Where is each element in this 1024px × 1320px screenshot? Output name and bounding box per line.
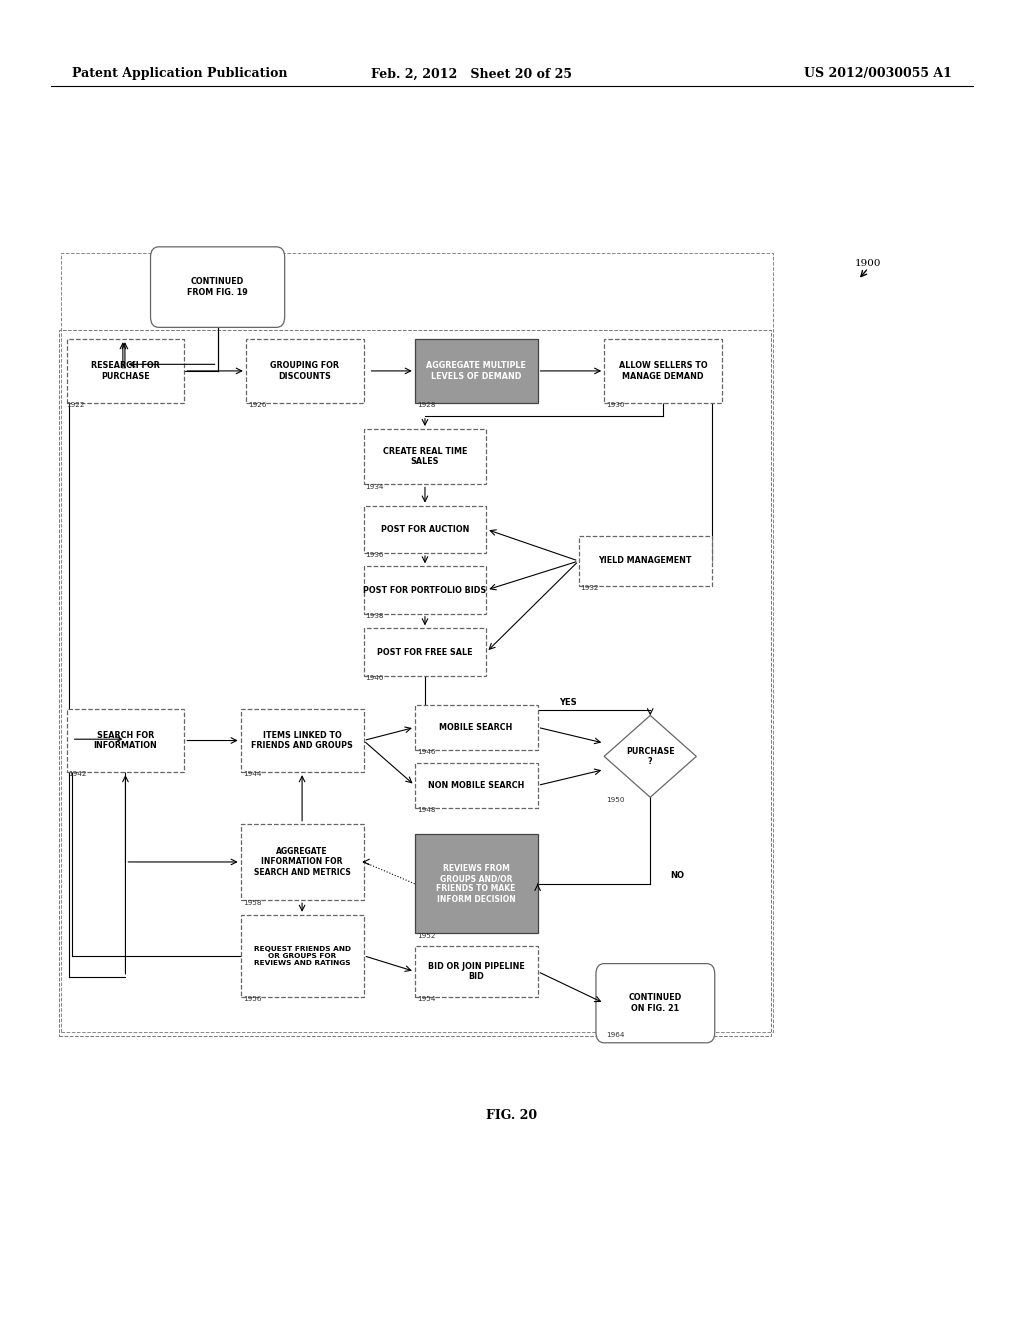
Bar <box>59 330 771 1036</box>
Text: 1946: 1946 <box>417 748 435 755</box>
Text: AGGREGATE MULTIPLE
LEVELS OF DEMAND: AGGREGATE MULTIPLE LEVELS OF DEMAND <box>426 362 526 380</box>
Text: 1950: 1950 <box>606 796 625 803</box>
FancyBboxPatch shape <box>151 247 285 327</box>
Text: BID OR JOIN PIPELINE
BID: BID OR JOIN PIPELINE BID <box>428 962 524 981</box>
FancyBboxPatch shape <box>596 964 715 1043</box>
Text: 1922: 1922 <box>67 401 85 408</box>
Bar <box>67 339 184 403</box>
Text: 1954: 1954 <box>417 995 435 1002</box>
Text: FIG. 20: FIG. 20 <box>486 1109 538 1122</box>
Text: CONTINUED
FROM FIG. 19: CONTINUED FROM FIG. 19 <box>187 277 248 297</box>
Text: POST FOR FREE SALE: POST FOR FREE SALE <box>377 648 473 656</box>
Text: 1952: 1952 <box>417 932 435 939</box>
Text: 1942: 1942 <box>69 771 87 777</box>
Text: POST FOR AUCTION: POST FOR AUCTION <box>381 525 469 533</box>
Text: AGGREGATE
INFORMATION FOR
SEARCH AND METRICS: AGGREGATE INFORMATION FOR SEARCH AND MET… <box>254 847 350 876</box>
Text: Patent Application Publication: Patent Application Publication <box>72 67 287 81</box>
Bar <box>61 253 773 1032</box>
Text: 1928: 1928 <box>417 401 435 408</box>
Bar <box>246 339 364 403</box>
Text: RESEARCH FOR
PURCHASE: RESEARCH FOR PURCHASE <box>91 362 160 380</box>
Bar <box>604 339 722 403</box>
Bar <box>415 834 538 933</box>
Bar <box>579 536 712 586</box>
Bar <box>415 705 538 750</box>
Text: NON MOBILE SEARCH: NON MOBILE SEARCH <box>428 781 524 789</box>
Text: ITEMS LINKED TO
FRIENDS AND GROUPS: ITEMS LINKED TO FRIENDS AND GROUPS <box>251 731 353 750</box>
Bar <box>241 824 364 900</box>
Bar <box>364 628 486 676</box>
Text: PURCHASE
?: PURCHASE ? <box>626 747 675 766</box>
Text: US 2012/0030055 A1: US 2012/0030055 A1 <box>805 67 952 81</box>
Bar <box>241 709 364 772</box>
Polygon shape <box>604 715 696 797</box>
Text: NO: NO <box>671 871 685 879</box>
Text: REVIEWS FROM
GROUPS AND/OR
FRIENDS TO MAKE
INFORM DECISION: REVIEWS FROM GROUPS AND/OR FRIENDS TO MA… <box>436 863 516 904</box>
Text: 1934: 1934 <box>366 483 384 490</box>
Text: CONTINUED
ON FIG. 21: CONTINUED ON FIG. 21 <box>629 994 682 1012</box>
Text: 1936: 1936 <box>366 552 384 558</box>
Text: SEARCH FOR
INFORMATION: SEARCH FOR INFORMATION <box>93 731 158 750</box>
Text: 1948: 1948 <box>417 807 435 813</box>
Text: REQUEST FRIENDS AND
OR GROUPS FOR
REVIEWS AND RATINGS: REQUEST FRIENDS AND OR GROUPS FOR REVIEW… <box>254 945 350 966</box>
Text: 1956: 1956 <box>243 995 261 1002</box>
Text: 1964: 1964 <box>606 1031 625 1038</box>
Text: POST FOR PORTFOLIO BIDS: POST FOR PORTFOLIO BIDS <box>364 586 486 594</box>
Bar <box>364 506 486 553</box>
Text: MOBILE SEARCH: MOBILE SEARCH <box>439 723 513 731</box>
Text: 1944: 1944 <box>243 771 261 777</box>
Bar <box>241 915 364 997</box>
Text: Feb. 2, 2012   Sheet 20 of 25: Feb. 2, 2012 Sheet 20 of 25 <box>371 67 571 81</box>
Bar <box>364 429 486 484</box>
Text: 1932: 1932 <box>581 585 599 591</box>
Text: 1940: 1940 <box>366 675 384 681</box>
Bar <box>67 709 184 772</box>
Text: 1938: 1938 <box>366 612 384 619</box>
Text: 1930: 1930 <box>606 401 625 408</box>
Text: YIELD MANAGEMENT: YIELD MANAGEMENT <box>598 557 692 565</box>
Bar <box>415 339 538 403</box>
Bar <box>415 763 538 808</box>
Text: CREATE REAL TIME
SALES: CREATE REAL TIME SALES <box>383 447 467 466</box>
Text: ALLOW SELLERS TO
MANAGE DEMAND: ALLOW SELLERS TO MANAGE DEMAND <box>618 362 708 380</box>
Text: GROUPING FOR
DISCOUNTS: GROUPING FOR DISCOUNTS <box>270 362 339 380</box>
Text: YES: YES <box>559 698 578 706</box>
Text: 1958: 1958 <box>243 899 261 906</box>
Text: 1926: 1926 <box>248 401 266 408</box>
Text: 1900: 1900 <box>855 260 882 268</box>
Bar <box>415 946 538 997</box>
Bar <box>364 566 486 614</box>
